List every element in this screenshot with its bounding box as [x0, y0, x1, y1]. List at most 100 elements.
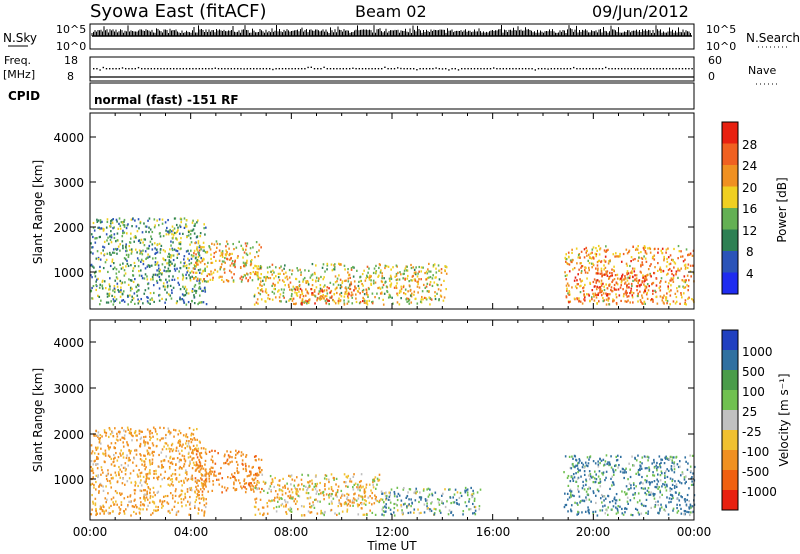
heatmap-cell — [607, 513, 609, 516]
heatmap-cell — [219, 254, 222, 257]
heatmap-cell — [620, 299, 622, 303]
heatmap-cell — [200, 467, 203, 470]
heatmap-cell — [254, 505, 257, 509]
freq-dot — [198, 68, 200, 70]
heatmap-cell — [621, 490, 623, 493]
heatmap-cell — [688, 506, 690, 509]
heatmap-cell — [649, 264, 651, 268]
heatmap-cell — [165, 233, 168, 236]
heatmap-cell — [689, 504, 692, 507]
heatmap-cell — [645, 274, 648, 277]
heatmap-cell — [602, 292, 605, 295]
heatmap-cell — [121, 281, 124, 284]
freq-dot — [112, 68, 114, 70]
heatmap-cell — [121, 492, 123, 495]
heatmap-cell — [181, 273, 184, 276]
freq-dot — [445, 68, 447, 70]
heatmap-cell — [236, 467, 239, 470]
heatmap-cell — [122, 266, 124, 269]
heatmap-cell — [583, 269, 586, 272]
heatmap-cell — [689, 513, 691, 517]
heatmap-cell — [252, 266, 255, 270]
heatmap-cell — [406, 494, 409, 498]
heatmap-cell — [148, 244, 151, 248]
heatmap-cell — [152, 435, 154, 438]
heatmap-cell — [195, 291, 197, 294]
heatmap-cell — [195, 261, 197, 264]
heatmap-cell — [594, 252, 597, 255]
heatmap-cell — [232, 486, 235, 490]
heatmap-cell — [354, 293, 357, 296]
heatmap-cell — [341, 281, 344, 285]
heatmap-cell — [661, 247, 664, 250]
heatmap-cell — [167, 502, 170, 505]
heatmap-cell — [311, 482, 314, 485]
heatmap-cell — [183, 294, 185, 297]
heatmap-cell — [221, 477, 224, 480]
heatmap-cell — [435, 267, 437, 270]
heatmap-cell — [400, 499, 403, 502]
heatmap-cell — [340, 504, 343, 507]
heatmap-cell — [365, 486, 367, 489]
heatmap-cell — [230, 473, 233, 476]
heatmap-cell — [453, 501, 456, 504]
heatmap-cell — [107, 511, 110, 514]
heatmap-cell — [292, 302, 295, 306]
heatmap-cell — [271, 479, 274, 482]
heatmap-cell — [185, 277, 188, 280]
heatmap-cell — [179, 243, 182, 246]
heatmap-cell — [579, 469, 582, 472]
heatmap-cell — [632, 275, 634, 279]
heatmap-cell — [373, 478, 375, 481]
heatmap-cell — [161, 263, 164, 266]
heatmap-cell — [288, 299, 290, 302]
heatmap-cell — [667, 256, 670, 259]
heatmap-cell — [307, 487, 309, 490]
heatmap-cell — [636, 294, 639, 298]
heatmap-cell — [141, 253, 144, 256]
heatmap-cell — [662, 301, 665, 304]
heatmap-cell — [208, 450, 211, 453]
heatmap-cell — [100, 227, 102, 230]
heatmap-cell — [178, 252, 180, 256]
heatmap-cell — [330, 296, 333, 299]
heatmap-cell — [108, 426, 111, 430]
heatmap-cell — [197, 494, 199, 497]
heatmap-cell — [235, 449, 237, 452]
heatmap-cell — [637, 300, 639, 303]
heatmap-cell — [147, 451, 150, 455]
heatmap-cell — [635, 274, 638, 277]
heatmap-cell — [167, 444, 169, 447]
power-ytick-2000: 2000 — [53, 221, 84, 235]
heatmap-cell — [279, 293, 282, 296]
heatmap-cell — [254, 484, 257, 488]
heatmap-cell — [161, 297, 163, 300]
freq-dot — [288, 68, 290, 70]
heatmap-cell — [105, 501, 108, 504]
heatmap-cell — [313, 506, 316, 510]
heatmap-cell — [156, 219, 158, 222]
power-ylabel: Slant Range [km] — [31, 160, 45, 264]
heatmap-cell — [185, 471, 188, 474]
heatmap-cell — [146, 490, 148, 493]
heatmap-cell — [121, 482, 124, 485]
heatmap-cell — [200, 301, 203, 304]
heatmap-cell — [227, 454, 230, 457]
heatmap-cell — [232, 242, 234, 246]
heatmap-cell — [646, 474, 648, 478]
heatmap-cell — [325, 301, 327, 305]
heatmap-cell — [478, 508, 481, 511]
heatmap-cell — [168, 467, 171, 470]
heatmap-cell — [257, 265, 260, 268]
freq-dot — [269, 68, 271, 70]
heatmap-cell — [626, 295, 629, 298]
heatmap-cell — [122, 466, 125, 470]
heatmap-cell — [140, 489, 143, 492]
heatmap-cell — [160, 451, 163, 454]
heatmap-cell — [446, 500, 448, 503]
heatmap-cell — [631, 464, 634, 467]
heatmap-cell — [244, 262, 247, 265]
heatmap-cell — [344, 286, 347, 290]
heatmap-cell — [328, 287, 330, 290]
heatmap-cell — [146, 428, 149, 431]
